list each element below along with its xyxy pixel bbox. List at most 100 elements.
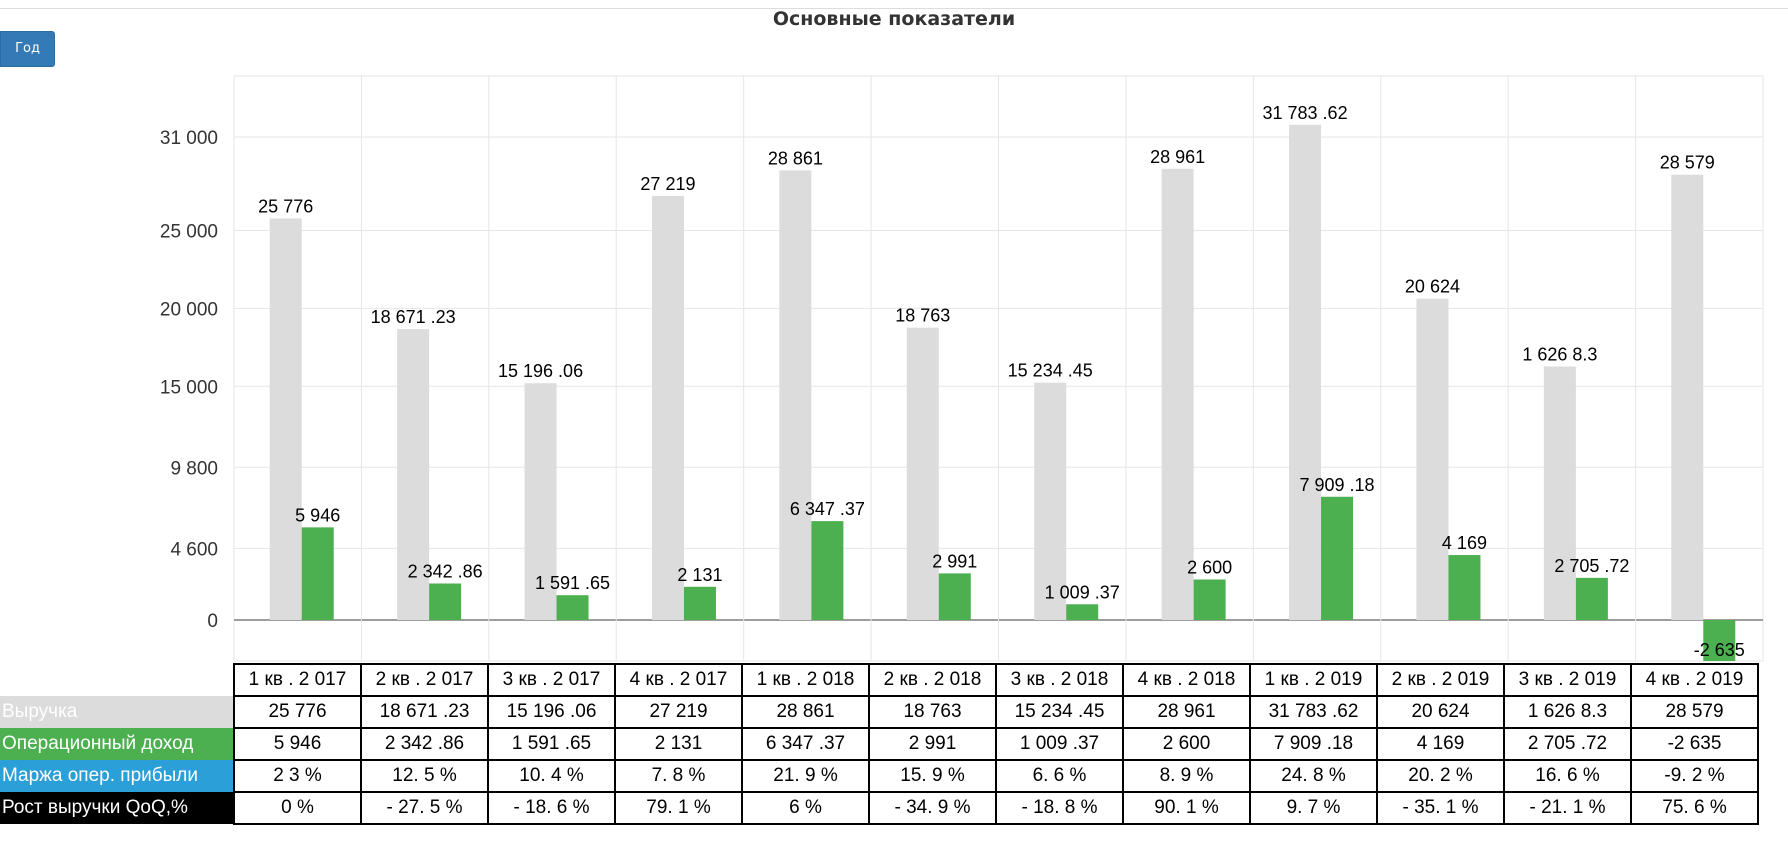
data-table: 1 кв . 2 017 2 кв . 2 017 3 кв . 2 017 4… xyxy=(0,663,1759,825)
table-cell: - 34. 9 % xyxy=(868,791,997,825)
table-cell: 20 624 xyxy=(1376,695,1505,729)
table-header-cell: 2 кв . 2 019 xyxy=(1376,663,1505,697)
table-row-revenue-growth: Рост выручки QoQ,% 0 % - 27. 5 % - 18. 6… xyxy=(0,791,1759,825)
table-header-cell: 1 кв . 2 017 xyxy=(233,663,362,697)
row-label-revenue: Выручка xyxy=(0,696,234,728)
table-header-cell: 1 кв . 2 018 xyxy=(741,663,870,697)
bar-revenue xyxy=(1034,382,1067,620)
bar-revenue xyxy=(1671,174,1704,620)
bar-operating-income xyxy=(429,583,462,620)
data-label-revenue: 20 624 xyxy=(1405,277,1460,297)
year-button[interactable]: Год xyxy=(0,31,55,67)
table-corner xyxy=(0,664,234,696)
y-tick-label: 9 800 xyxy=(170,458,218,479)
table-cell: 27 219 xyxy=(614,695,743,729)
bar-revenue xyxy=(1289,124,1322,620)
bar-operating-income xyxy=(1066,604,1099,620)
table-cell: 28 579 xyxy=(1630,695,1759,729)
table-cell: 2 600 xyxy=(1122,727,1251,761)
data-label-operating-income: 2 705 .72 xyxy=(1554,556,1629,576)
bar-revenue xyxy=(397,329,430,620)
bar-operating-income xyxy=(938,573,971,620)
bar-operating-income xyxy=(556,595,589,620)
table-cell: 4 169 xyxy=(1376,727,1505,761)
chart-svg: 0 4 600 9 800 15 000 20 000 25 000 31 000 25 77… xyxy=(160,75,1764,662)
data-label-operating-income: 1 591 .65 xyxy=(535,573,610,593)
table-cell: - 18. 6 % xyxy=(487,791,616,825)
table-header-cell: 4 кв . 2 018 xyxy=(1122,663,1251,697)
bar-operating-income xyxy=(683,586,716,620)
data-label-revenue: 25 776 xyxy=(258,196,313,216)
data-label-operating-income: 2 600 xyxy=(1187,557,1232,577)
bar-revenue xyxy=(906,327,939,620)
table-cell: 1 626 8.3 xyxy=(1503,695,1632,729)
table-cell: 15 234 .45 xyxy=(995,695,1124,729)
table-row-revenue: Выручка 25 776 18 671 .23 15 196 .06 27 … xyxy=(0,695,1759,729)
table-cell: 5 946 xyxy=(233,727,362,761)
table-cell: 18 671 .23 xyxy=(360,695,489,729)
y-tick-label: 31 000 xyxy=(160,128,218,149)
data-label-revenue: 15 234 .45 xyxy=(1008,361,1093,381)
table-cell: 6 347 .37 xyxy=(741,727,870,761)
row-label-operating-income: Операционный доход xyxy=(0,728,234,760)
bar-operating-income xyxy=(1448,555,1481,620)
table-row-operating-income: Операционный доход 5 946 2 342 .86 1 591… xyxy=(0,727,1759,761)
table-header-cell: 2 кв . 2 017 xyxy=(360,663,489,697)
table-cell: 21. 9 % xyxy=(741,759,870,793)
table-cell: 31 783 .62 xyxy=(1249,695,1378,729)
bar-operating-income xyxy=(1321,496,1354,620)
table-cell: 25 776 xyxy=(233,695,362,729)
table-header-cell: 3 кв . 2 019 xyxy=(1503,663,1632,697)
table-cell: 1 591 .65 xyxy=(487,727,616,761)
table-header-row: 1 кв . 2 017 2 кв . 2 017 3 кв . 2 017 4… xyxy=(0,663,1759,697)
bar-revenue xyxy=(1416,298,1449,620)
data-label-revenue: 27 219 xyxy=(640,174,695,194)
bar-revenue xyxy=(1543,366,1576,620)
table-cell: 2 342 .86 xyxy=(360,727,489,761)
table-header-cell: 2 кв . 2 018 xyxy=(868,663,997,697)
table-cell: - 27. 5 % xyxy=(360,791,489,825)
table-cell: 15. 9 % xyxy=(868,759,997,793)
table-cell: 18 763 xyxy=(868,695,997,729)
row-label-revenue-growth: Рост выручки QoQ,% xyxy=(0,792,234,824)
bar-revenue xyxy=(1161,168,1194,621)
data-label-revenue: 31 783 .62 xyxy=(1263,103,1348,123)
table-cell: -2 635 xyxy=(1630,727,1759,761)
y-tick-label: 20 000 xyxy=(160,299,218,320)
data-label-revenue: 18 763 xyxy=(895,306,950,326)
bar-operating-income xyxy=(1575,577,1608,620)
table-cell: 7 909 .18 xyxy=(1249,727,1378,761)
data-label-operating-income: 5 946 xyxy=(295,505,340,525)
row-label-operating-margin: Маржа опер. прибыли xyxy=(0,760,234,792)
table-cell: 24. 8 % xyxy=(1249,759,1378,793)
table-cell: 28 961 xyxy=(1122,695,1251,729)
table-cell: 90. 1 % xyxy=(1122,791,1251,825)
data-label-revenue: 18 671 .23 xyxy=(371,307,456,327)
bar-operating-income xyxy=(1703,620,1736,662)
bar-operating-income xyxy=(1193,579,1226,620)
table-cell: - 18. 8 % xyxy=(995,791,1124,825)
bar-revenue xyxy=(524,383,557,620)
table-cell: 6 % xyxy=(741,791,870,825)
table-cell: 2 131 xyxy=(614,727,743,761)
table-cell: 0 % xyxy=(233,791,362,825)
bar-operating-income xyxy=(301,527,334,620)
table-cell: 7. 8 % xyxy=(614,759,743,793)
table-cell: 79. 1 % xyxy=(614,791,743,825)
table-cell: 9. 7 % xyxy=(1249,791,1378,825)
data-label-revenue: 28 861 xyxy=(768,148,823,168)
table-cell: 16. 6 % xyxy=(1503,759,1632,793)
data-label-operating-income: 2 131 xyxy=(677,565,722,585)
table-header-cell: 3 кв . 2 017 xyxy=(487,663,616,697)
y-tick-label: 15 000 xyxy=(160,377,218,398)
chart-title: Основные показатели xyxy=(772,8,1016,30)
y-tick-label: 4 600 xyxy=(170,539,218,560)
data-label-operating-income: 1 009 .37 xyxy=(1045,582,1120,602)
data-label-revenue: 15 196 .06 xyxy=(498,361,583,381)
table-cell: 6. 6 % xyxy=(995,759,1124,793)
data-label-operating-income: 2 342 .86 xyxy=(408,561,483,581)
table-cell: 75. 6 % xyxy=(1630,791,1759,825)
data-label-revenue: 28 579 xyxy=(1660,153,1715,173)
table-cell: 20. 2 % xyxy=(1376,759,1505,793)
table-header-cell: 4 кв . 2 019 xyxy=(1630,663,1759,697)
